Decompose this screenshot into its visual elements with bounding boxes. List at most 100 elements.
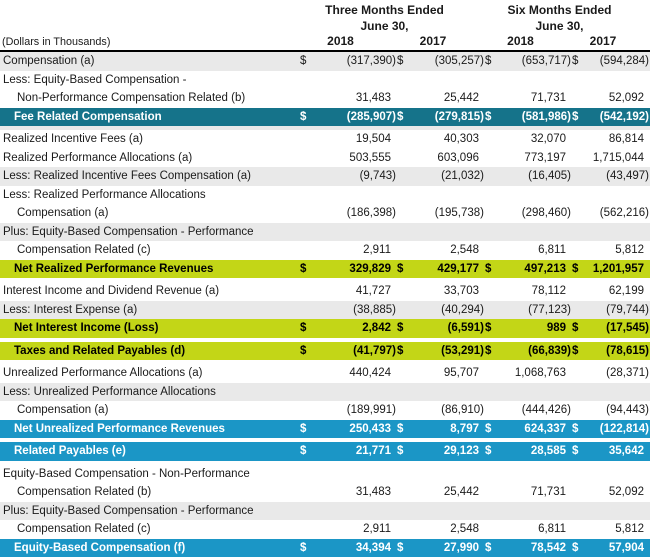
row-label: Net Unrealized Performance Revenues [14, 422, 225, 435]
value-cell: (53,291) [441, 344, 484, 357]
dollar-sign [397, 89, 411, 108]
value-cell: 52,092 [608, 486, 644, 498]
row-label: Plus: Equity-Based Compensation - Perfor… [3, 225, 254, 238]
dollar-sign: $ [485, 422, 492, 435]
dollar-sign [572, 241, 586, 260]
value-cell: (16,405) [528, 170, 571, 182]
dollar-sign [397, 167, 411, 186]
dollar-sign [572, 465, 586, 484]
dollar-sign [397, 520, 411, 539]
dollar-sign: $ [300, 445, 307, 457]
dollar-sign [572, 186, 586, 205]
row-label: Realized Performance Allocations (a) [3, 151, 193, 164]
value-cell: (86,910) [441, 404, 484, 416]
dollar-sign [485, 282, 499, 301]
dollar-sign [300, 204, 314, 223]
dollar-sign: $ [485, 445, 492, 457]
value-cell [499, 383, 572, 402]
value-cell: (21,032) [441, 170, 484, 182]
dollar-sign: $ [397, 322, 404, 334]
dollar-sign [397, 364, 411, 383]
value-cell [586, 502, 650, 521]
value-cell [411, 186, 485, 205]
dollar-sign [572, 149, 586, 168]
row-label: Compensation Related (b) [17, 486, 152, 498]
value-cell [586, 465, 650, 484]
table-row: Less: Realized Incentive Fees Compensati… [0, 167, 650, 186]
dollar-sign [485, 241, 499, 260]
value-cell [314, 502, 397, 521]
value-cell: 2,911 [363, 244, 391, 256]
value-cell: 95,707 [443, 367, 479, 379]
spacer-row [0, 278, 650, 282]
dollar-sign [485, 204, 499, 223]
value-cell: 440,424 [349, 367, 391, 379]
units-note: (Dollars in Thousands) [2, 36, 111, 49]
value-cell: 8,797 [450, 422, 479, 435]
value-cell: 5,812 [615, 244, 644, 256]
value-cell: 31,483 [355, 92, 391, 104]
dollar-sign: $ [300, 344, 307, 357]
row-label: Non-Performance Compensation Related (b) [17, 92, 246, 104]
dollar-sign [572, 383, 586, 402]
table-row: Less: Unrealized Performance Allocations [0, 382, 650, 402]
dollar-sign [572, 364, 586, 383]
dollar-sign: $ [300, 541, 307, 554]
value-cell: (186,398) [346, 207, 396, 219]
value-cell: 86,814 [608, 133, 644, 145]
table-row: Equity-Based Compensation - Non-Performa… [0, 464, 650, 484]
dollar-sign [300, 223, 314, 242]
dollar-sign [572, 483, 586, 502]
value-cell: 2,548 [450, 244, 479, 256]
row-label: Taxes and Related Payables (d) [14, 344, 186, 357]
value-cell: (9,743) [359, 170, 396, 182]
value-cell: 25,442 [443, 486, 479, 498]
value-cell: (38,885) [353, 303, 396, 316]
year-column-header: 2018 [507, 34, 534, 49]
dollar-sign [485, 301, 499, 320]
table-row: Net Realized Performance Revenues $329,82… [0, 259, 650, 278]
dollar-sign [485, 364, 499, 383]
dollar-sign [397, 502, 411, 521]
value-cell: 250,433 [349, 422, 391, 435]
spacer-row [0, 438, 650, 442]
value-cell: 21,771 [355, 445, 391, 457]
table-row: Less: Realized Performance Allocations [0, 185, 650, 205]
table-row: Realized Performance Allocations (a) 503,… [0, 148, 650, 168]
dollar-sign [397, 383, 411, 402]
table-row: Less: Equity-Based Compensation - [0, 70, 650, 89]
value-cell: 503,555 [349, 151, 391, 164]
value-cell: 5,812 [615, 523, 644, 535]
period-header-three-months: Three Months Ended [325, 2, 444, 17]
dollar-sign: $ [572, 262, 579, 275]
dollar-sign [300, 520, 314, 539]
dollar-sign: $ [300, 322, 307, 334]
dollar-sign [572, 223, 586, 242]
value-cell: (594,284) [599, 55, 649, 67]
table-row: Less: Interest Expense (a) (38,885) (40,29… [0, 300, 650, 320]
year-column-header: 2017 [589, 34, 617, 49]
spacer-row [0, 360, 650, 364]
value-cell: (285,907) [346, 110, 396, 123]
value-cell: 27,990 [443, 541, 479, 554]
value-cell: 989 [546, 322, 566, 334]
value-cell: (444,426) [521, 404, 571, 416]
dollar-sign [300, 186, 314, 205]
row-label: Net Interest Income (Loss) [14, 322, 159, 334]
dollar-sign [485, 401, 499, 420]
dollar-sign [397, 186, 411, 205]
value-cell: (305,257) [434, 55, 484, 67]
dollar-sign: $ [300, 55, 307, 67]
dollar-sign [485, 383, 499, 402]
value-cell [411, 502, 485, 521]
value-cell: (189,991) [346, 404, 396, 416]
dollar-sign [300, 465, 314, 484]
row-label: Realized Incentive Fees (a) [3, 133, 143, 145]
row-label: Related Payables (e) [14, 445, 126, 457]
value-cell [314, 383, 397, 402]
dollar-sign: $ [485, 262, 492, 275]
dollar-sign [300, 89, 314, 108]
value-cell: (581,986) [521, 110, 571, 123]
table-row: Net Unrealized Performance Revenues $250,… [0, 419, 650, 438]
row-label: Less: Equity-Based Compensation - [3, 73, 187, 86]
